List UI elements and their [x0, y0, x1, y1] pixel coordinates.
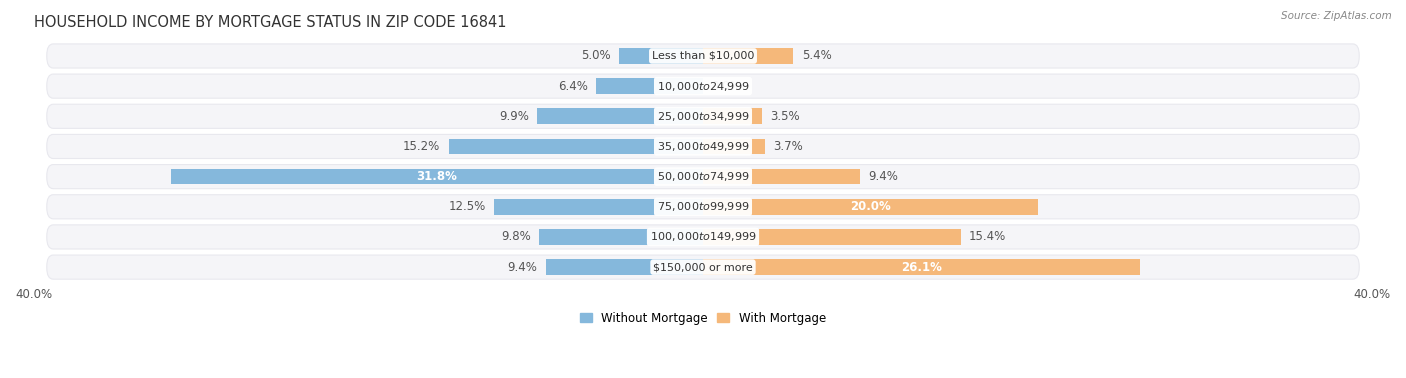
- Bar: [703, 169, 860, 184]
- FancyBboxPatch shape: [46, 255, 1360, 279]
- Bar: [596, 78, 703, 94]
- Text: $75,000 to $99,999: $75,000 to $99,999: [657, 200, 749, 213]
- FancyBboxPatch shape: [46, 44, 1360, 68]
- FancyBboxPatch shape: [46, 195, 1360, 219]
- FancyBboxPatch shape: [46, 164, 1360, 189]
- Text: 26.1%: 26.1%: [901, 260, 942, 274]
- Text: Less than $10,000: Less than $10,000: [652, 51, 754, 61]
- Bar: [170, 169, 703, 184]
- Text: 0.0%: 0.0%: [711, 80, 741, 93]
- Bar: [619, 48, 703, 64]
- Text: 9.8%: 9.8%: [501, 231, 530, 243]
- Bar: [449, 139, 703, 154]
- Bar: [703, 108, 762, 124]
- Text: 20.0%: 20.0%: [851, 200, 891, 213]
- Text: 15.4%: 15.4%: [969, 231, 1007, 243]
- Text: 5.4%: 5.4%: [801, 50, 831, 62]
- Text: $150,000 or more: $150,000 or more: [654, 262, 752, 272]
- Text: 15.2%: 15.2%: [404, 140, 440, 153]
- Text: $10,000 to $24,999: $10,000 to $24,999: [657, 80, 749, 93]
- Text: 3.7%: 3.7%: [773, 140, 803, 153]
- Text: 31.8%: 31.8%: [416, 170, 457, 183]
- FancyBboxPatch shape: [46, 74, 1360, 98]
- FancyBboxPatch shape: [46, 104, 1360, 129]
- Text: $100,000 to $149,999: $100,000 to $149,999: [650, 231, 756, 243]
- Bar: [537, 108, 703, 124]
- Text: 3.5%: 3.5%: [770, 110, 800, 123]
- Bar: [703, 259, 1140, 275]
- Text: 6.4%: 6.4%: [558, 80, 588, 93]
- Text: $35,000 to $49,999: $35,000 to $49,999: [657, 140, 749, 153]
- Text: 9.9%: 9.9%: [499, 110, 529, 123]
- Bar: [703, 48, 793, 64]
- Bar: [703, 139, 765, 154]
- FancyBboxPatch shape: [46, 225, 1360, 249]
- Text: $25,000 to $34,999: $25,000 to $34,999: [657, 110, 749, 123]
- Legend: Without Mortgage, With Mortgage: Without Mortgage, With Mortgage: [575, 307, 831, 329]
- Text: $50,000 to $74,999: $50,000 to $74,999: [657, 170, 749, 183]
- FancyBboxPatch shape: [46, 135, 1360, 158]
- Bar: [538, 229, 703, 245]
- Text: 12.5%: 12.5%: [449, 200, 485, 213]
- Text: 5.0%: 5.0%: [581, 50, 612, 62]
- Bar: [546, 259, 703, 275]
- Bar: [703, 199, 1038, 215]
- Text: Source: ZipAtlas.com: Source: ZipAtlas.com: [1281, 11, 1392, 21]
- Text: 9.4%: 9.4%: [508, 260, 537, 274]
- Bar: [703, 229, 960, 245]
- Text: HOUSEHOLD INCOME BY MORTGAGE STATUS IN ZIP CODE 16841: HOUSEHOLD INCOME BY MORTGAGE STATUS IN Z…: [34, 15, 506, 30]
- Bar: [494, 199, 703, 215]
- Text: 9.4%: 9.4%: [869, 170, 898, 183]
